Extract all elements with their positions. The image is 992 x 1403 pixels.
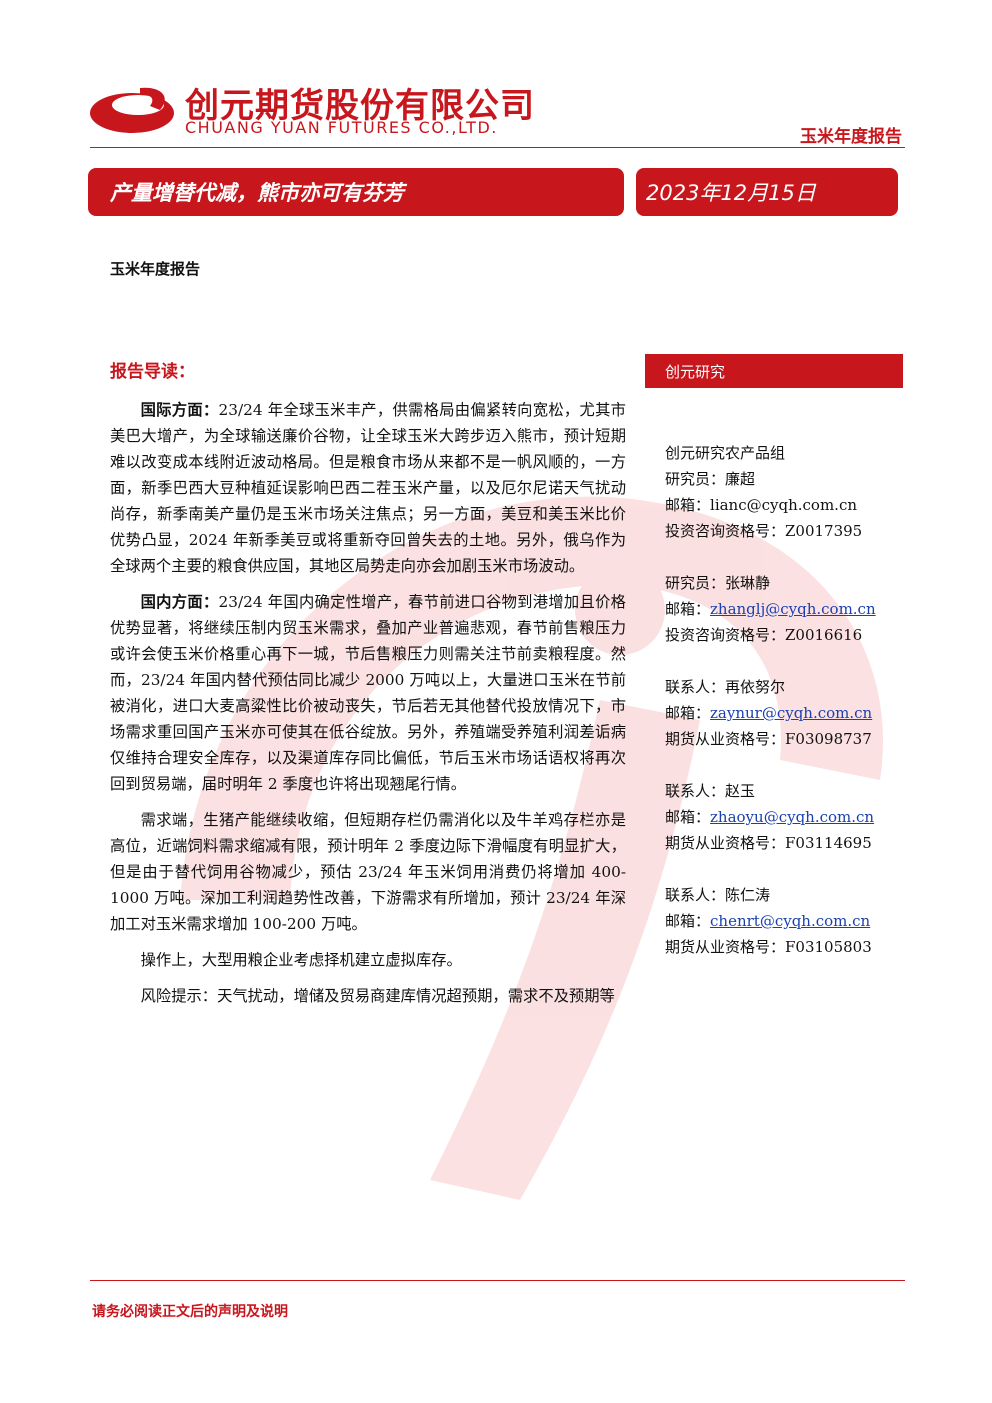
email-label: 邮箱： xyxy=(665,496,711,514)
paragraph-lead: 国内方面： xyxy=(140,593,219,611)
paragraph-text: 23/24 年国内确定性增产，春节前进口谷物到港增加且价格优势显著，将继续压制内… xyxy=(110,593,626,793)
contact-role: 联系人：再依努尔 xyxy=(665,678,786,696)
date-banner: 2023年12月15日 xyxy=(636,168,898,216)
paragraph-lead: 国际方面： xyxy=(140,401,219,419)
email-label: 邮箱： xyxy=(665,912,711,930)
contact-license: 期货从业资格号：F03098737 xyxy=(665,730,872,748)
contact-email-line: 邮箱：lianc@cyqh.com.cn xyxy=(665,492,905,518)
section-heading: 报告导读： xyxy=(110,362,195,382)
email: lianc@cyqh.com.cn xyxy=(710,496,858,514)
subtitle: 玉米年度报告 xyxy=(110,260,201,278)
paragraph-text: 操作上，大型用粮企业考虑择机建立虚拟库存。 xyxy=(140,951,462,969)
email-label: 邮箱： xyxy=(665,808,711,826)
contact-email-line: 邮箱：zhaoyu@cyqh.com.cn xyxy=(665,804,905,830)
footer-note: 请务必阅读正文后的声明及说明 xyxy=(92,1304,288,1320)
contact: 联系人：再依努尔 邮箱：zaynur@cyqh.com.cn 期货从业资格号：F03… xyxy=(665,674,905,752)
contact: 研究员：张琳静 邮箱：zhanglj@cyqh.com.cn 投资咨询资格号：Z00… xyxy=(665,570,905,648)
contact-license: 期货从业资格号：F03114695 xyxy=(665,834,872,852)
company-name-cn: 创元期货股份有限公司 xyxy=(185,86,535,126)
report-type: 玉米年度报告 xyxy=(800,127,902,147)
contact-email-line: 邮箱：zaynur@cyqh.com.cn xyxy=(665,700,905,726)
email-label: 邮箱： xyxy=(665,704,711,722)
contact-role: 联系人：陈仁涛 xyxy=(665,886,771,904)
contact: 联系人：陈仁涛 邮箱：chenrt@cyqh.com.cn 期货从业资格号：F031… xyxy=(665,882,905,960)
sidebar-header-text: 创元研究 xyxy=(665,362,726,381)
email[interactable]: zhanglj@cyqh.com.cn xyxy=(710,600,876,618)
paragraph: 国内方面：23/24 年国内确定性增产，春节前进口谷物到港增加且价格优势显著，将… xyxy=(110,589,626,797)
paragraph: 操作上，大型用粮企业考虑择机建立虚拟库存。 xyxy=(110,947,626,973)
title-banner: 产量增替代减，熊市亦可有芬芳 xyxy=(88,168,624,216)
report-title: 产量增替代减，熊市亦可有芬芳 xyxy=(110,180,404,205)
header-rule xyxy=(90,147,905,148)
email[interactable]: chenrt@cyqh.com.cn xyxy=(710,912,871,930)
contact-role: 联系人：赵玉 xyxy=(665,782,756,800)
research-group: 创元研究农产品组 xyxy=(665,444,786,462)
sidebar-header: 创元研究 xyxy=(645,354,903,388)
paragraph-text: 23/24 年全球玉米丰产，供需格局由偏紧转向宽松，尤其市美巴大增产，为全球输送… xyxy=(110,401,626,575)
paragraph-text: 需求端，生猪产能继续收缩，但短期存栏仍需消化以及牛羊鸡存栏亦是高位，近端饲料需求… xyxy=(110,811,626,933)
company-name-en: CHUANG YUAN FUTURES CO.,LTD. xyxy=(185,118,498,137)
paragraph: 需求端，生猪产能继续收缩，但短期存栏仍需消化以及牛羊鸡存栏亦是高位，近端饲料需求… xyxy=(110,807,626,937)
report-date: 2023年12月15日 xyxy=(646,181,816,205)
email[interactable]: zhaoyu@cyqh.com.cn xyxy=(710,808,875,826)
paragraph-text: 风险提示：天气扰动，增储及贸易商建库情况超预期，需求不及预期等 xyxy=(140,987,615,1005)
contact-license: 投资咨询资格号：Z0017395 xyxy=(665,522,863,540)
watermark xyxy=(180,496,883,1200)
email[interactable]: zaynur@cyqh.com.cn xyxy=(710,704,873,722)
logo-mark xyxy=(90,87,174,133)
paragraph: 风险提示：天气扰动，增储及贸易商建库情况超预期，需求不及预期等 xyxy=(110,983,626,1009)
footer-rule xyxy=(90,1280,905,1281)
contact-license: 期货从业资格号：F03105803 xyxy=(665,938,872,956)
contact-email-line: 邮箱：chenrt@cyqh.com.cn xyxy=(665,908,905,934)
contact-role: 研究员：廉超 xyxy=(665,470,756,488)
contact: 联系人：赵玉 邮箱：zhaoyu@cyqh.com.cn 期货从业资格号：F0311… xyxy=(665,778,905,856)
summary-body: 国际方面：23/24 年全球玉米丰产，供需格局由偏紧转向宽松，尤其市美巴大增产，… xyxy=(110,397,626,1019)
contacts: 创元研究农产品组 研究员：廉超 邮箱：lianc@cyqh.com.cn 投资咨询资格… xyxy=(665,440,905,986)
contact-role: 研究员：张琳静 xyxy=(665,574,771,592)
contact-email-line: 邮箱：zhanglj@cyqh.com.cn xyxy=(665,596,905,622)
email-label: 邮箱： xyxy=(665,600,711,618)
contact-license: 投资咨询资格号：Z0016616 xyxy=(665,626,863,644)
paragraph: 国际方面：23/24 年全球玉米丰产，供需格局由偏紧转向宽松，尤其市美巴大增产，… xyxy=(110,397,626,579)
contact: 研究员：廉超 邮箱：lianc@cyqh.com.cn 投资咨询资格号：Z00173… xyxy=(665,466,905,544)
